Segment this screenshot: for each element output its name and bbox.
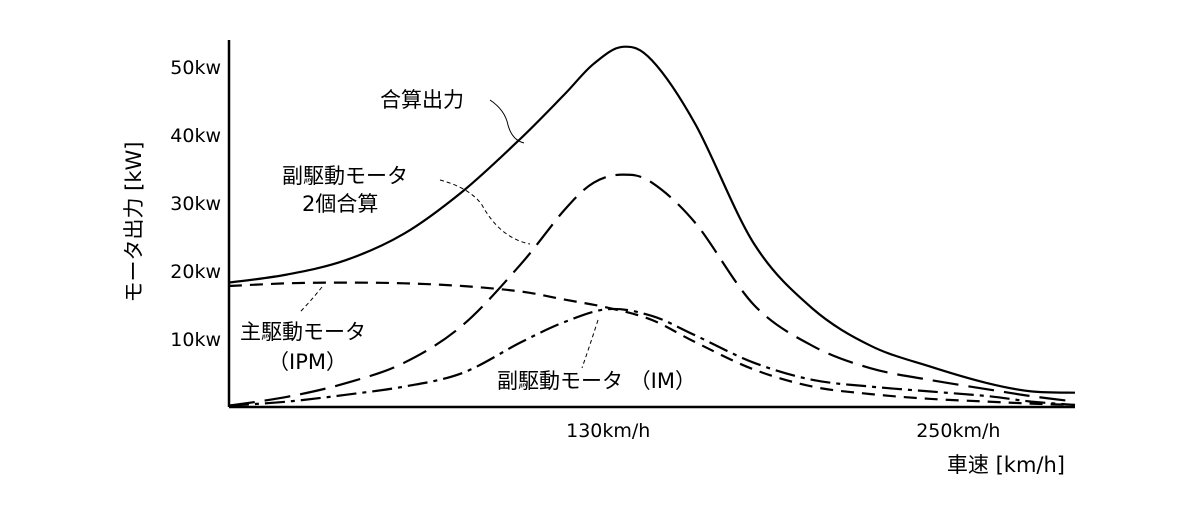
series-line-1 [228, 173, 1076, 407]
leader-im [581, 319, 599, 369]
annotations: 合算出力 副駆動モータ 2個合算 主駆動モータ （IPM） 副駆動モータ （IM… [240, 88, 696, 393]
y-tick-label: 10kw [170, 329, 221, 351]
leader-lines [299, 99, 599, 369]
series-lines [228, 45, 1076, 407]
y-tick-labels: 10kw 20kw 30kw 40kw 50kw [170, 57, 221, 351]
x-tick-labels: 130km/h 250km/h [566, 420, 1000, 442]
y-tick-label: 30kw [170, 193, 221, 215]
annotation-main-line2: （IPM） [268, 350, 347, 374]
series-line-3 [228, 307, 1076, 407]
leader-total [489, 99, 525, 144]
axes [227, 40, 1075, 409]
y-axis-title: モータ出力 [kW] [122, 142, 146, 303]
leader-main [299, 286, 323, 313]
series-line-0 [228, 45, 1076, 394]
annotation-sub2-line1: 副駆動モータ [282, 164, 408, 188]
annotation-main-line1: 主駆動モータ [240, 320, 366, 344]
y-tick-label: 50kw [170, 57, 221, 79]
x-tick-label: 250km/h [916, 420, 1000, 442]
y-tick-label: 40kw [170, 125, 221, 147]
annotation-sub2-line2: 2個合算 [302, 192, 378, 216]
series-line-2 [228, 281, 1076, 407]
leader-sub2 [439, 179, 531, 245]
annotation-im: 副駆動モータ （IM） [497, 369, 696, 393]
x-axis-title: 車速 [km/h] [947, 453, 1065, 477]
y-tick-label: 20kw [170, 261, 221, 283]
x-tick-label: 130km/h [566, 420, 650, 442]
annotation-total: 合算出力 [380, 88, 464, 112]
